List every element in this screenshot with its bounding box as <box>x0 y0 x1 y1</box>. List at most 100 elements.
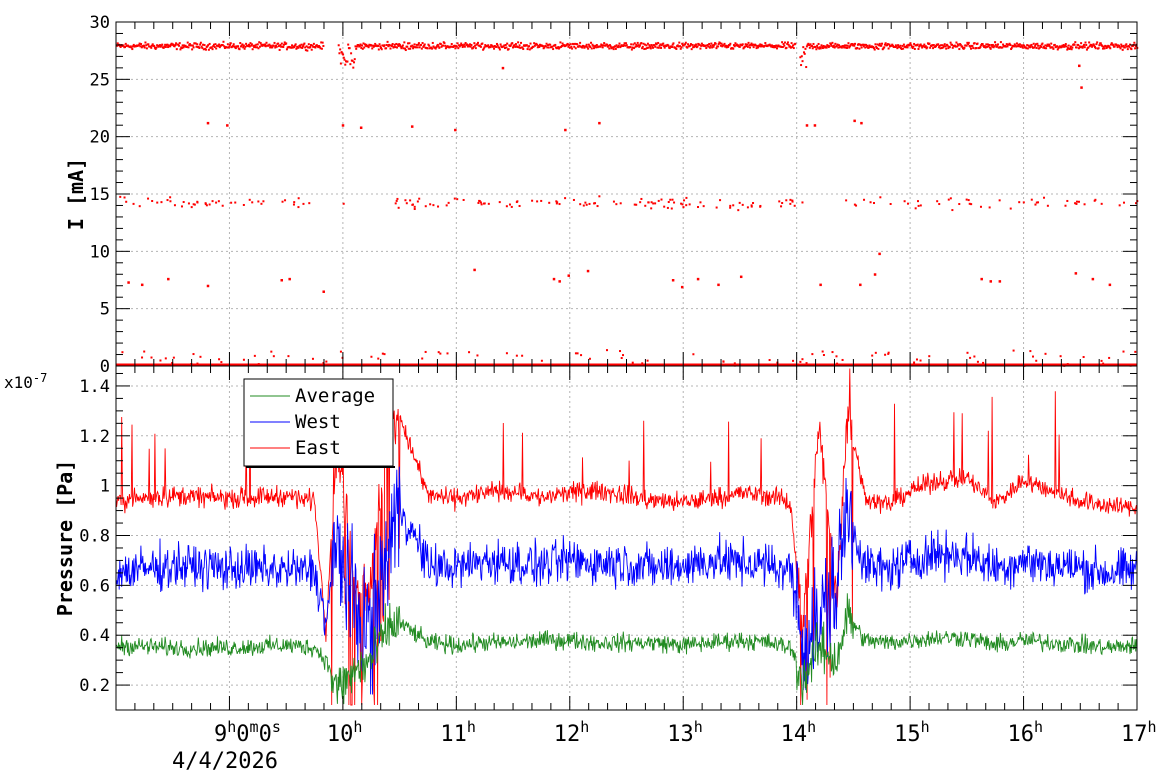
current-point <box>1092 43 1095 46</box>
current-point <box>938 203 941 206</box>
current-point <box>672 42 675 45</box>
current-point <box>439 352 442 355</box>
current-point <box>786 42 789 45</box>
current-point <box>878 44 881 47</box>
current-point <box>982 44 985 47</box>
current-point <box>1066 199 1069 202</box>
current-point <box>1074 202 1077 205</box>
current-point <box>722 360 725 363</box>
current-point <box>636 41 639 44</box>
current-point <box>1108 283 1112 287</box>
current-point <box>585 203 588 206</box>
current-point <box>229 42 232 45</box>
pressure-y-exponent: x10-7 <box>4 371 47 392</box>
current-point <box>498 201 501 204</box>
current-point <box>994 43 997 46</box>
current-point <box>1013 45 1016 48</box>
current-point <box>625 42 628 45</box>
current-point <box>558 46 561 49</box>
current-point <box>311 357 314 360</box>
current-point <box>750 42 753 45</box>
current-point <box>782 43 785 46</box>
current-point <box>607 44 610 47</box>
current-point <box>1048 43 1051 46</box>
current-point <box>1063 45 1066 48</box>
current-point <box>947 47 950 50</box>
current-point <box>799 360 802 363</box>
current-point <box>480 203 483 206</box>
current-point <box>680 202 683 205</box>
current-point <box>1105 47 1108 50</box>
current-point <box>1062 44 1065 47</box>
current-point <box>1018 43 1021 46</box>
current-point <box>641 362 644 365</box>
current-point <box>132 45 135 48</box>
current-point <box>768 359 771 362</box>
current-point <box>193 203 196 206</box>
current-point <box>396 43 399 46</box>
current-point <box>1042 45 1045 48</box>
current-point <box>633 47 636 50</box>
current-point <box>169 45 172 48</box>
current-point <box>993 45 996 48</box>
current-point <box>1110 43 1113 46</box>
current-point <box>222 40 225 43</box>
current-point <box>631 361 634 364</box>
current-point <box>456 198 459 201</box>
current-point <box>460 44 463 47</box>
current-point <box>140 43 143 46</box>
current-point <box>790 42 793 45</box>
current-point <box>830 44 833 47</box>
current-point <box>678 41 681 44</box>
current-point <box>140 46 143 49</box>
current-point <box>191 44 194 47</box>
current-point <box>477 201 480 204</box>
current-point <box>617 46 620 49</box>
current-point <box>588 357 591 360</box>
current-point <box>360 46 363 49</box>
current-point <box>322 290 325 293</box>
current-point <box>412 47 415 50</box>
current-point <box>851 43 854 46</box>
current-point <box>285 42 288 45</box>
current-point <box>533 42 536 45</box>
current-point <box>406 42 409 45</box>
current-point <box>1034 44 1037 47</box>
current-point <box>622 354 625 357</box>
current-point <box>1121 48 1124 51</box>
current-point <box>505 205 508 208</box>
current-point <box>218 46 221 49</box>
current-point <box>517 41 520 44</box>
current-y-tick-label: 5 <box>100 300 110 320</box>
current-point <box>280 42 283 45</box>
current-point <box>470 43 473 46</box>
current-point <box>489 46 492 49</box>
pressure-y-tick-label: 1.4 <box>79 377 110 397</box>
current-point <box>1082 45 1085 48</box>
current-point <box>249 42 252 45</box>
current-point <box>282 45 285 48</box>
current-point <box>400 47 403 50</box>
current-point <box>434 47 437 50</box>
current-point <box>840 46 843 49</box>
current-point <box>937 43 940 46</box>
current-point <box>230 201 233 204</box>
current-point <box>231 45 234 48</box>
current-point <box>301 46 304 49</box>
current-point <box>918 45 921 48</box>
current-point <box>1085 43 1088 46</box>
current-point <box>602 44 605 47</box>
current-point <box>844 46 847 49</box>
current-point <box>866 44 869 47</box>
current-point <box>859 44 862 47</box>
current-point <box>1106 45 1109 48</box>
current-point <box>588 202 591 205</box>
current-point <box>347 43 350 46</box>
current-point <box>421 357 424 360</box>
current-point <box>738 45 741 48</box>
current-point <box>980 277 983 281</box>
current-point <box>1115 44 1118 47</box>
current-point <box>873 273 877 276</box>
current-point <box>800 55 803 58</box>
current-point <box>258 45 261 48</box>
